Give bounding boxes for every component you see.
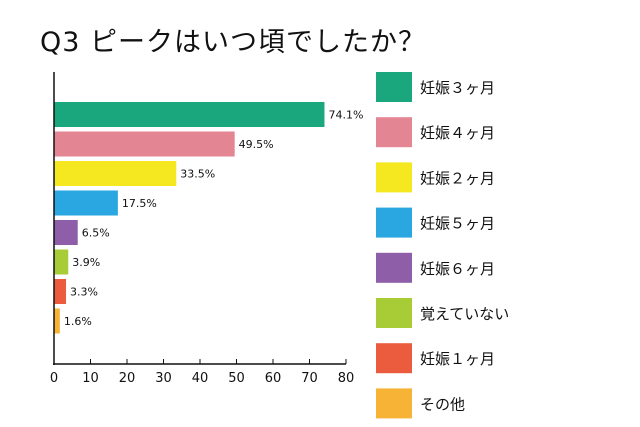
bar-5 bbox=[54, 220, 78, 245]
legend-swatch-2 bbox=[376, 117, 412, 148]
chart-title: Q3 ピークはいつ頃でしたか？ bbox=[40, 27, 427, 58]
bar-6 bbox=[54, 249, 69, 275]
legend-swatch-1 bbox=[376, 72, 412, 102]
bar-7 bbox=[54, 279, 67, 304]
bar-value-label-1: 74.1% bbox=[328, 109, 363, 122]
legend-label-5: 妊娠６ヶ月 bbox=[420, 260, 495, 278]
x-tick-label-60: 60 bbox=[265, 371, 282, 386]
bar-value-label-4: 17.5% bbox=[122, 197, 157, 210]
x-tick-label-70: 70 bbox=[301, 371, 318, 386]
bar-8 bbox=[54, 308, 60, 334]
legend-swatch-4 bbox=[376, 207, 412, 238]
x-tick-label-30: 30 bbox=[155, 371, 172, 386]
legend-swatch-8 bbox=[376, 388, 412, 419]
bar-value-label-8: 1.6% bbox=[64, 315, 92, 328]
legend-swatch-5 bbox=[376, 252, 412, 283]
legend-label-4: 妊娠５ヶ月 bbox=[420, 215, 495, 233]
legend-label-2: 妊娠４ヶ月 bbox=[420, 124, 495, 142]
bar-1 bbox=[54, 102, 325, 127]
bar-value-label-6: 3.9% bbox=[72, 256, 100, 269]
legend-label-6: 覚えていない bbox=[420, 305, 509, 323]
legend-label-7: 妊娠１ヶ月 bbox=[420, 350, 495, 368]
bar-value-label-7: 3.3% bbox=[70, 286, 98, 299]
x-tick-label-40: 40 bbox=[192, 371, 209, 386]
x-tick-label-0: 0 bbox=[50, 371, 58, 386]
x-tick-label-50: 50 bbox=[228, 371, 245, 386]
legend-swatch-7 bbox=[376, 343, 412, 374]
x-tick-label-80: 80 bbox=[338, 371, 355, 386]
bar-4 bbox=[54, 190, 118, 216]
legend-swatch-6 bbox=[376, 298, 412, 328]
legend-swatch-3 bbox=[376, 162, 412, 193]
bar-value-label-2: 49.5% bbox=[239, 138, 274, 151]
bar-value-label-5: 6.5% bbox=[82, 227, 110, 240]
legend-label-3: 妊娠２ヶ月 bbox=[420, 169, 495, 187]
bar-2 bbox=[54, 131, 235, 157]
legend-label-1: 妊娠３ヶ月 bbox=[420, 79, 495, 97]
bar-3 bbox=[54, 161, 177, 186]
x-tick-label-20: 20 bbox=[119, 371, 136, 386]
bar-value-label-3: 33.5% bbox=[180, 168, 215, 181]
x-tick-label-10: 10 bbox=[82, 371, 99, 386]
legend-label-8: その他 bbox=[420, 395, 465, 413]
